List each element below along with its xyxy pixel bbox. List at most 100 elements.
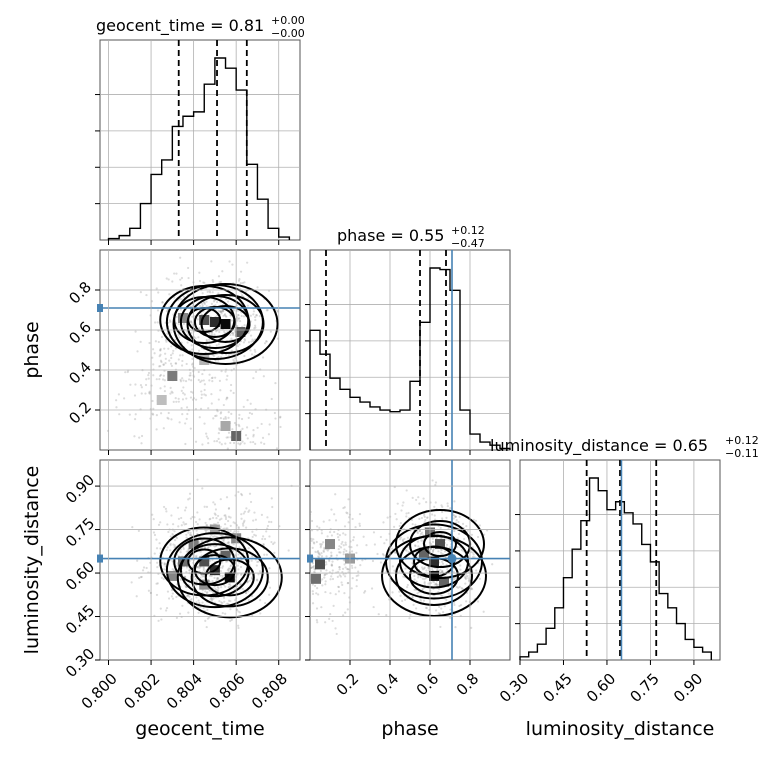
sample-point bbox=[455, 519, 458, 522]
sample-point bbox=[358, 524, 361, 527]
sample-point bbox=[190, 344, 193, 347]
sample-point bbox=[334, 593, 337, 596]
sample-point bbox=[321, 584, 324, 587]
sample-point bbox=[331, 560, 334, 563]
sample-point bbox=[323, 573, 326, 577]
sample-point bbox=[413, 588, 416, 591]
sample-point bbox=[210, 600, 213, 603]
sample-point bbox=[196, 565, 200, 569]
sample-point bbox=[456, 545, 459, 549]
sample-point bbox=[202, 606, 205, 610]
sample-point bbox=[205, 523, 208, 527]
sample-point bbox=[346, 512, 349, 515]
sample-point bbox=[229, 314, 232, 317]
x-tick-label: 0.6 bbox=[413, 670, 443, 700]
sample-point bbox=[169, 542, 172, 545]
sample-point bbox=[216, 585, 219, 589]
sample-point bbox=[262, 375, 265, 378]
sample-point bbox=[461, 587, 464, 590]
sample-point bbox=[416, 530, 419, 533]
sample-point bbox=[429, 547, 433, 550]
sample-point bbox=[238, 413, 241, 416]
sample-point bbox=[310, 564, 312, 567]
sample-point bbox=[435, 584, 438, 587]
sample-point bbox=[311, 546, 314, 549]
sample-point bbox=[464, 577, 467, 580]
sample-point bbox=[338, 566, 341, 569]
sample-point bbox=[180, 284, 183, 287]
sample-point bbox=[341, 570, 344, 574]
sample-point bbox=[155, 428, 158, 431]
sample-point bbox=[264, 601, 267, 605]
sample-point bbox=[431, 513, 434, 516]
sample-point bbox=[200, 379, 203, 382]
sample-point bbox=[197, 370, 200, 374]
sample-point bbox=[194, 440, 198, 443]
sample-point bbox=[287, 549, 290, 552]
sample-point bbox=[330, 508, 333, 511]
sample-point bbox=[175, 536, 179, 540]
sample-point bbox=[248, 509, 251, 512]
sample-point bbox=[208, 589, 212, 592]
sample-point bbox=[224, 370, 227, 373]
sample-point bbox=[460, 548, 463, 552]
sample-point bbox=[307, 590, 309, 592]
sample-point bbox=[182, 547, 185, 550]
panel-phase-vs-geocent-time bbox=[99, 249, 301, 451]
sample-point bbox=[224, 585, 227, 588]
sample-point bbox=[399, 594, 402, 597]
sample-point bbox=[138, 436, 141, 439]
sample-point bbox=[318, 526, 321, 529]
sample-point bbox=[161, 378, 165, 381]
contour-level bbox=[423, 531, 457, 558]
sample-point bbox=[312, 541, 315, 544]
sample-point bbox=[325, 572, 328, 576]
sample-point bbox=[197, 606, 200, 609]
sample-point bbox=[173, 272, 176, 275]
sample-point bbox=[217, 460, 219, 462]
sample-point bbox=[401, 539, 405, 542]
sample-point bbox=[310, 573, 311, 576]
sample-point bbox=[201, 304, 204, 307]
sample-point bbox=[179, 380, 183, 383]
sample-point bbox=[205, 432, 208, 435]
sample-point bbox=[442, 610, 445, 614]
sample-point bbox=[336, 532, 339, 536]
sample-point bbox=[230, 618, 233, 622]
sample-point bbox=[165, 606, 169, 610]
sample-point bbox=[229, 383, 233, 387]
sample-point bbox=[244, 434, 248, 437]
sample-point bbox=[263, 442, 266, 445]
sample-point bbox=[156, 321, 159, 324]
sample-point bbox=[424, 518, 427, 522]
sample-point bbox=[314, 550, 317, 553]
sample-point bbox=[310, 539, 313, 543]
truth-point bbox=[447, 554, 457, 564]
sample-point bbox=[344, 533, 347, 536]
sample-point bbox=[240, 314, 243, 318]
sample-point bbox=[465, 524, 468, 528]
sample-point bbox=[224, 612, 227, 615]
sample-point bbox=[355, 585, 358, 588]
sample-point bbox=[133, 394, 137, 397]
sample-point bbox=[211, 580, 214, 583]
sample-point bbox=[240, 492, 243, 496]
sample-point bbox=[394, 550, 397, 554]
sample-point bbox=[165, 277, 168, 280]
sample-point bbox=[215, 579, 218, 582]
sample-point bbox=[283, 576, 285, 578]
sample-point bbox=[205, 340, 208, 343]
sample-point bbox=[436, 568, 439, 571]
sample-point bbox=[186, 412, 189, 416]
sample-point bbox=[453, 529, 456, 533]
sample-point bbox=[323, 573, 327, 576]
sample-point bbox=[295, 575, 297, 577]
sample-point bbox=[218, 518, 221, 521]
sample-point bbox=[423, 578, 426, 581]
sample-point bbox=[447, 592, 450, 595]
sample-point bbox=[246, 261, 249, 264]
sample-point bbox=[222, 540, 225, 543]
sample-point bbox=[160, 360, 163, 364]
sample-point bbox=[252, 313, 255, 316]
x-tick-label: 0.45 bbox=[540, 670, 576, 706]
